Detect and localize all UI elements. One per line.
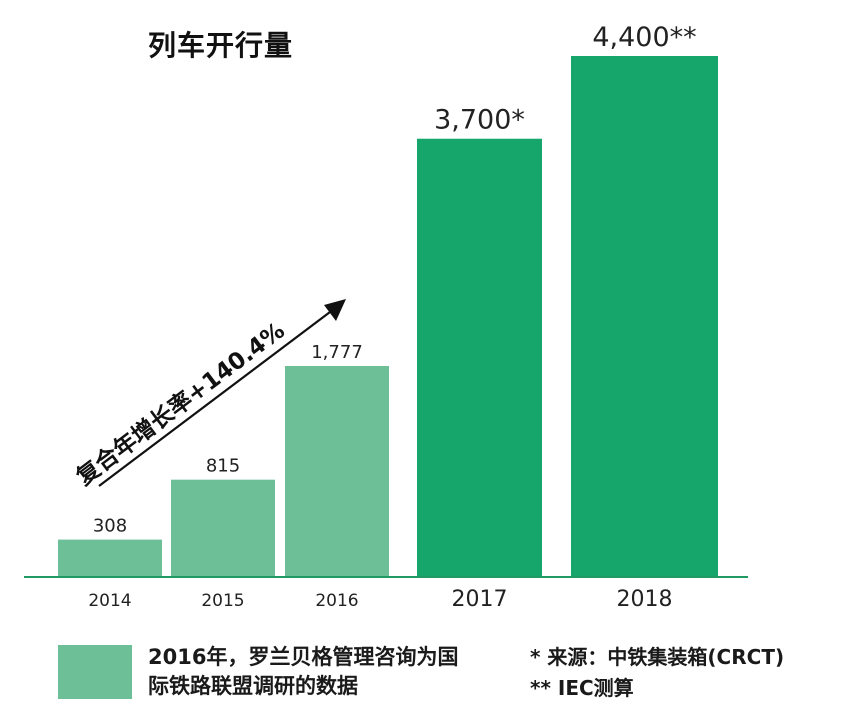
x-tick-2014: 2014 <box>88 591 131 611</box>
x-tick-2018: 2018 <box>617 587 673 612</box>
value-label-2017: 3,700* <box>434 105 525 136</box>
bar-2018 <box>571 56 718 576</box>
source-note-iec: ** IEC测算 <box>530 676 634 700</box>
growth-arrow-head <box>324 299 346 321</box>
source-note-crct: * 来源：中铁集装箱(CRCT) <box>530 645 785 669</box>
bar-2014 <box>58 539 162 576</box>
cagr-annotation: 复合年增长率+140.4% <box>71 317 290 491</box>
value-label-2015: 815 <box>206 456 240 477</box>
value-label-2018: 4,400** <box>592 22 696 53</box>
bar-2016 <box>285 365 389 576</box>
value-label-2016: 1,777 <box>311 342 363 363</box>
bar-2015 <box>171 479 275 576</box>
bar-2017 <box>417 138 542 576</box>
x-tick-2016: 2016 <box>315 591 358 611</box>
x-tick-2015: 2015 <box>201 591 244 611</box>
legend-label: 2016年，罗兰贝格管理咨询为国际铁路联盟调研的数据 <box>148 645 459 698</box>
growth-arrow-line <box>98 308 335 487</box>
value-label-2014: 308 <box>93 516 127 537</box>
x-tick-2017: 2017 <box>452 587 508 612</box>
legend-swatch <box>58 645 132 699</box>
chart-title: 列车开行量 <box>148 29 294 62</box>
